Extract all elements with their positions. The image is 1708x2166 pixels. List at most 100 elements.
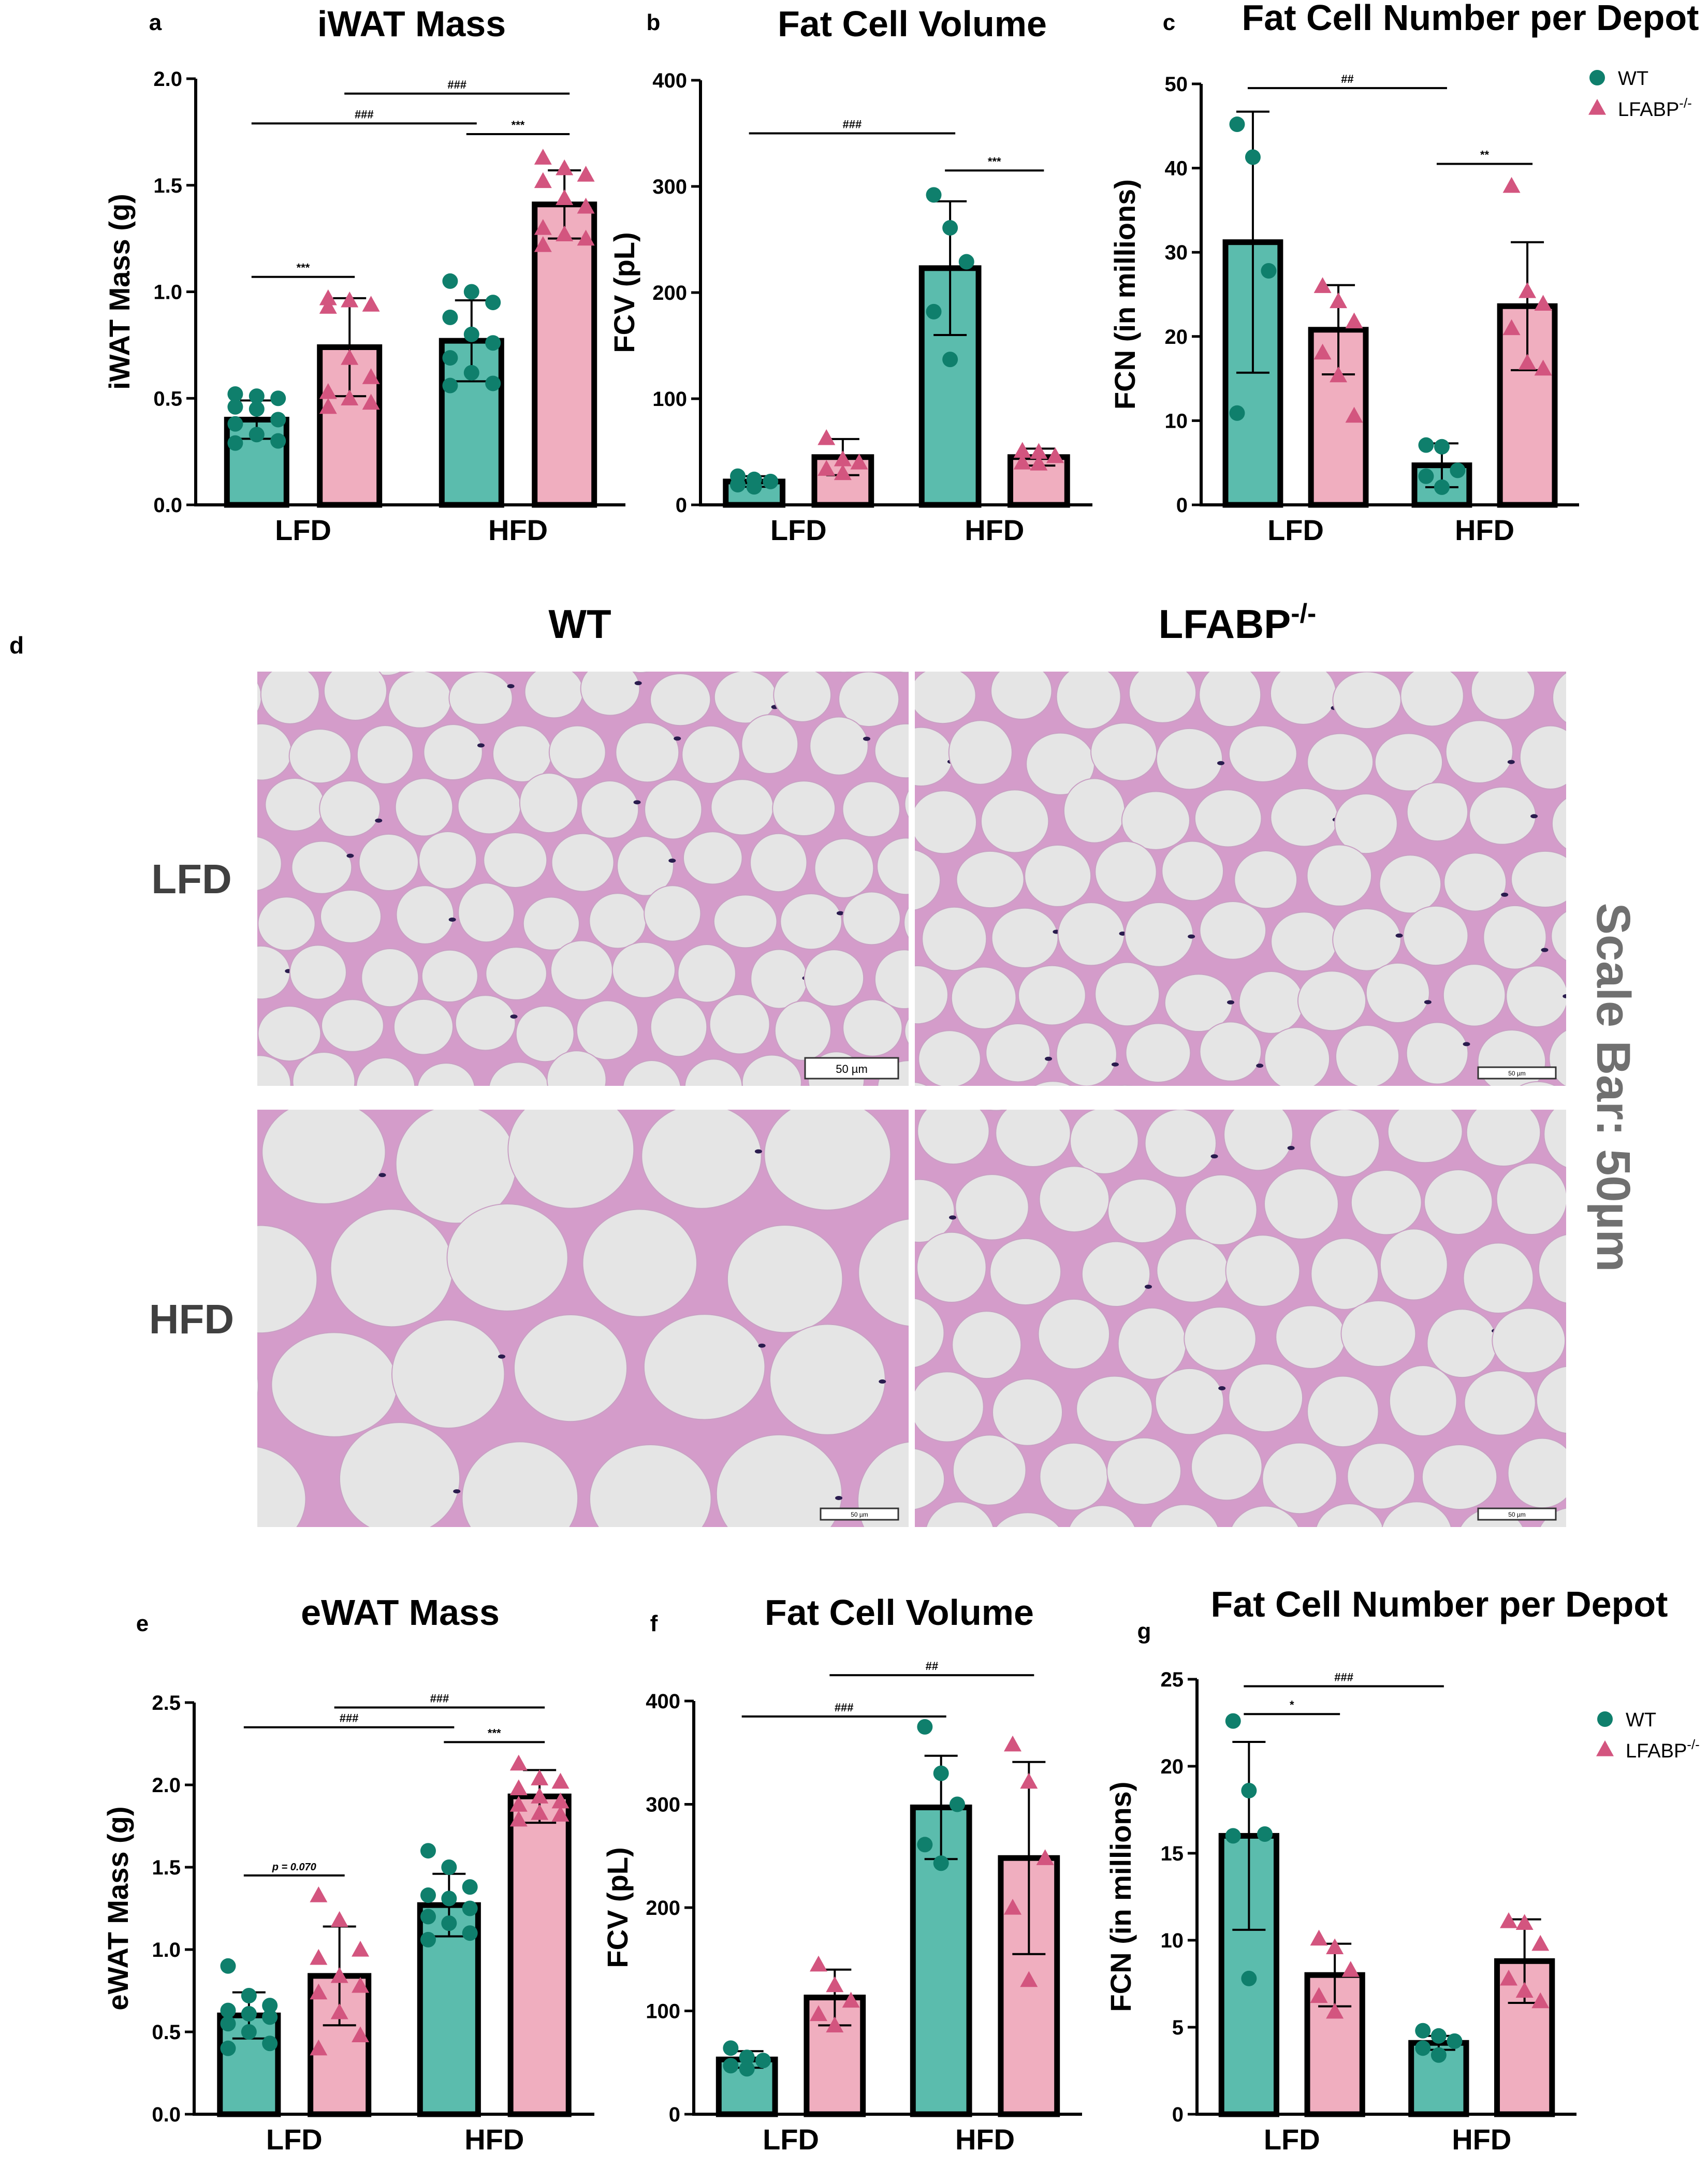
adipocyte — [461, 1441, 579, 1527]
adipocyte — [1496, 1162, 1566, 1235]
adipocyte — [773, 672, 832, 722]
adipocyte — [1538, 1234, 1566, 1304]
adipocyte — [1121, 791, 1190, 850]
legend-label-lfabp-sup: -/- — [1687, 1737, 1700, 1752]
nucleus — [674, 736, 681, 741]
chart-g: g Fat Cell Number per Depot 0 5 10 15 20 25 LFD H… — [1104, 1584, 1700, 2156]
adipocyte — [1156, 728, 1223, 790]
legend-label-wt: WT — [1618, 68, 1648, 90]
adipocyte — [524, 672, 584, 719]
data-point — [1418, 437, 1434, 453]
data-point — [763, 473, 779, 489]
adipocyte — [838, 672, 900, 728]
y-tick-label: 100 — [646, 2000, 680, 2023]
x-tick-label: LFD — [1267, 514, 1324, 546]
y-tick-label: 20 — [1161, 1755, 1184, 1778]
data-point — [1534, 295, 1552, 311]
data-point — [420, 1909, 436, 1925]
y-tick-label: 0 — [1172, 2103, 1184, 2126]
adipocyte — [750, 949, 808, 1009]
data-point — [755, 2053, 771, 2069]
adipocyte — [321, 999, 384, 1052]
nucleus — [1463, 1042, 1470, 1046]
data-point — [1519, 354, 1537, 370]
data-point — [420, 1931, 436, 1947]
adipocyte — [1128, 672, 1197, 723]
adipocyte — [995, 1512, 1060, 1527]
scale-bar-inset — [804, 1057, 899, 1080]
adipocyte — [1389, 1365, 1457, 1437]
data-point — [551, 1772, 570, 1789]
adipocyte — [1069, 1505, 1136, 1527]
panel-letter: g — [1137, 1619, 1151, 1644]
data-point — [1330, 292, 1348, 309]
data-point — [531, 1769, 549, 1785]
chart-title: Fat Cell Volume — [778, 4, 1047, 44]
data-point — [556, 159, 574, 176]
adipocyte-layer — [257, 672, 909, 1086]
adipocyte — [589, 893, 647, 949]
significance-label: ### — [355, 108, 374, 121]
data-point — [362, 368, 380, 384]
adipocyte — [1421, 1444, 1498, 1510]
chart-e: e eWAT Mass 0.0 0.5 1.0 1.5 2.0 2.5 LFD HFD eWAT M… — [101, 1592, 594, 2156]
adipocyte — [1117, 1307, 1187, 1380]
adipocyte — [1406, 782, 1469, 842]
adipocyte — [1107, 1178, 1177, 1244]
adipocyte — [951, 966, 1017, 1029]
adipocyte — [1199, 1021, 1262, 1082]
adipocyte — [1076, 1375, 1153, 1443]
nucleus — [754, 1149, 762, 1154]
adipocyte — [257, 1055, 291, 1086]
data-point — [310, 1949, 328, 1965]
data-point — [319, 398, 337, 414]
adipocyte — [396, 885, 455, 944]
adipocyte — [1552, 672, 1566, 723]
chart-c: c Fat Cell Number per Depot 0 10 20 30 40 50 LFD… — [1108, 0, 1699, 546]
data-point — [723, 2058, 739, 2074]
legend-label-wt: WT — [1626, 1709, 1656, 1731]
significance-label: ### — [835, 1701, 854, 1714]
adipocyte — [1156, 1238, 1229, 1303]
x-tick-label: LFD — [266, 2123, 323, 2156]
nucleus — [1210, 1154, 1218, 1159]
adipocyte — [1307, 733, 1374, 791]
adipocyte — [1335, 1025, 1400, 1086]
significance-label: p = 0.070 — [272, 1862, 316, 1873]
adipocyte — [1184, 1306, 1257, 1371]
adipocyte — [417, 1063, 475, 1086]
nucleus — [1501, 892, 1509, 897]
row-title-lfd: LFD — [151, 856, 232, 902]
adipocyte — [488, 1062, 549, 1086]
adipocyte — [809, 716, 869, 776]
data-point — [352, 2026, 370, 2042]
data-point — [509, 1796, 528, 1812]
adipocyte — [611, 941, 676, 998]
adipocyte — [395, 778, 454, 837]
adipocyte — [1403, 905, 1469, 966]
adipocyte — [904, 1017, 909, 1045]
legend-marker-lfabp — [1588, 99, 1606, 115]
nucleus — [836, 911, 844, 915]
data-point — [220, 2040, 236, 2056]
adipocyte — [1379, 854, 1442, 914]
adipocyte — [1424, 1169, 1493, 1235]
adipocyte — [650, 997, 708, 1057]
adipocyte — [915, 1179, 955, 1243]
data-point — [1313, 277, 1332, 293]
adipocyte-layer — [915, 1110, 1566, 1527]
significance-label: *** — [297, 261, 310, 274]
data-point — [551, 1792, 570, 1809]
data-point — [917, 1719, 933, 1735]
adipocyte — [1057, 902, 1125, 966]
y-tick-label: 1.5 — [152, 1856, 181, 1879]
data-point — [1500, 1969, 1518, 1986]
data-point — [330, 2003, 348, 2019]
adipocyte — [1426, 1309, 1498, 1378]
x-tick-label: HFD — [464, 2123, 524, 2156]
data-point — [1515, 1982, 1534, 1998]
adipocyte — [1116, 1084, 1133, 1086]
adipocyte — [265, 778, 325, 832]
adipocyte — [1125, 1023, 1191, 1083]
scale-bar-label: 50 µm — [836, 1063, 868, 1075]
